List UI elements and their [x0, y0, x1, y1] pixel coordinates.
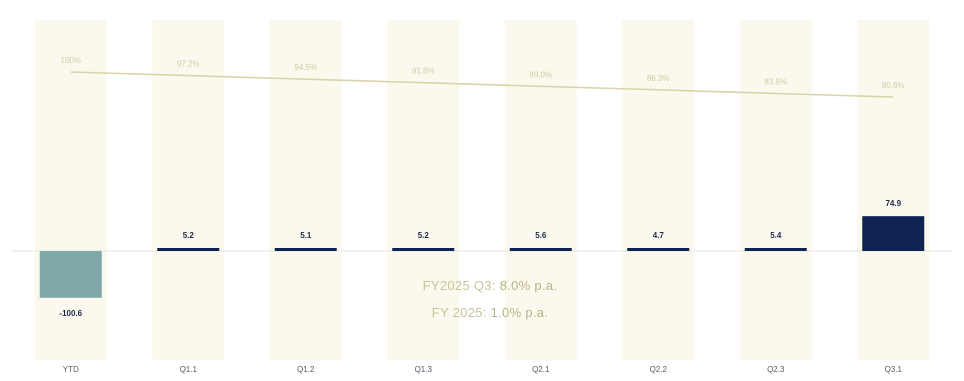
column-band-4 [504, 20, 577, 360]
note-label-2: FY 2025: [431, 305, 487, 320]
column-band-0 [34, 20, 107, 360]
bar-4 [509, 248, 572, 251]
line-label-2: 94.5% [294, 63, 317, 72]
column-band-6 [739, 20, 812, 360]
line-label-5: 86.3% [647, 74, 670, 83]
note-line-2: FY 2025: 1.0% p.a. [360, 305, 620, 320]
bar-5 [627, 248, 690, 251]
column-band-1 [152, 20, 225, 360]
bar-value-label-7: 74.9 [885, 199, 901, 208]
line-label-0: 100% [61, 56, 81, 65]
bar-value-label-0: -100.6 [59, 309, 82, 318]
bar-3 [392, 248, 455, 251]
x-tick-label-2: Q1.2 [297, 365, 315, 374]
x-tick-label-5: Q2.2 [650, 365, 668, 374]
x-tick-label-4: Q2.1 [532, 365, 550, 374]
x-tick-label-3: Q1.3 [415, 365, 433, 374]
line-label-3: 91.8% [412, 67, 435, 76]
bar-value-label-1: 5.2 [183, 231, 195, 240]
note-value-1: 8.0% p.a. [499, 278, 558, 293]
bar-1 [157, 248, 220, 251]
line-label-7: 80.8% [882, 81, 905, 90]
bar-value-label-6: 5.4 [770, 231, 782, 240]
x-tick-label-7: Q3.1 [885, 365, 903, 374]
note-label-1: FY2025 Q3: [422, 278, 496, 293]
note-line-1: FY2025 Q3: 8.0% p.a. [360, 278, 620, 293]
x-tick-label-1: Q1.1 [180, 365, 198, 374]
line-label-4: 89.0% [529, 70, 552, 79]
note-value-2: 1.0% p.a. [490, 305, 549, 320]
bar-value-label-3: 5.2 [418, 231, 430, 240]
column-band-5 [622, 20, 695, 360]
line-label-6: 83.5% [764, 77, 787, 86]
bar-value-label-2: 5.1 [300, 231, 312, 240]
x-tick-label-0: YTD [63, 365, 79, 374]
column-band-3 [387, 20, 460, 360]
x-tick-label-6: Q2.3 [767, 365, 785, 374]
column-band-7 [857, 20, 930, 360]
bar-value-label-5: 4.7 [653, 231, 665, 240]
bar-0 [39, 251, 102, 298]
bar-2 [274, 248, 337, 251]
trend-line [70, 71, 894, 98]
bar-7 [862, 216, 925, 251]
column-band-2 [269, 20, 342, 360]
bar-value-label-4: 5.6 [535, 231, 547, 240]
line-label-1: 97.2% [177, 60, 200, 69]
bar-6 [744, 248, 807, 251]
